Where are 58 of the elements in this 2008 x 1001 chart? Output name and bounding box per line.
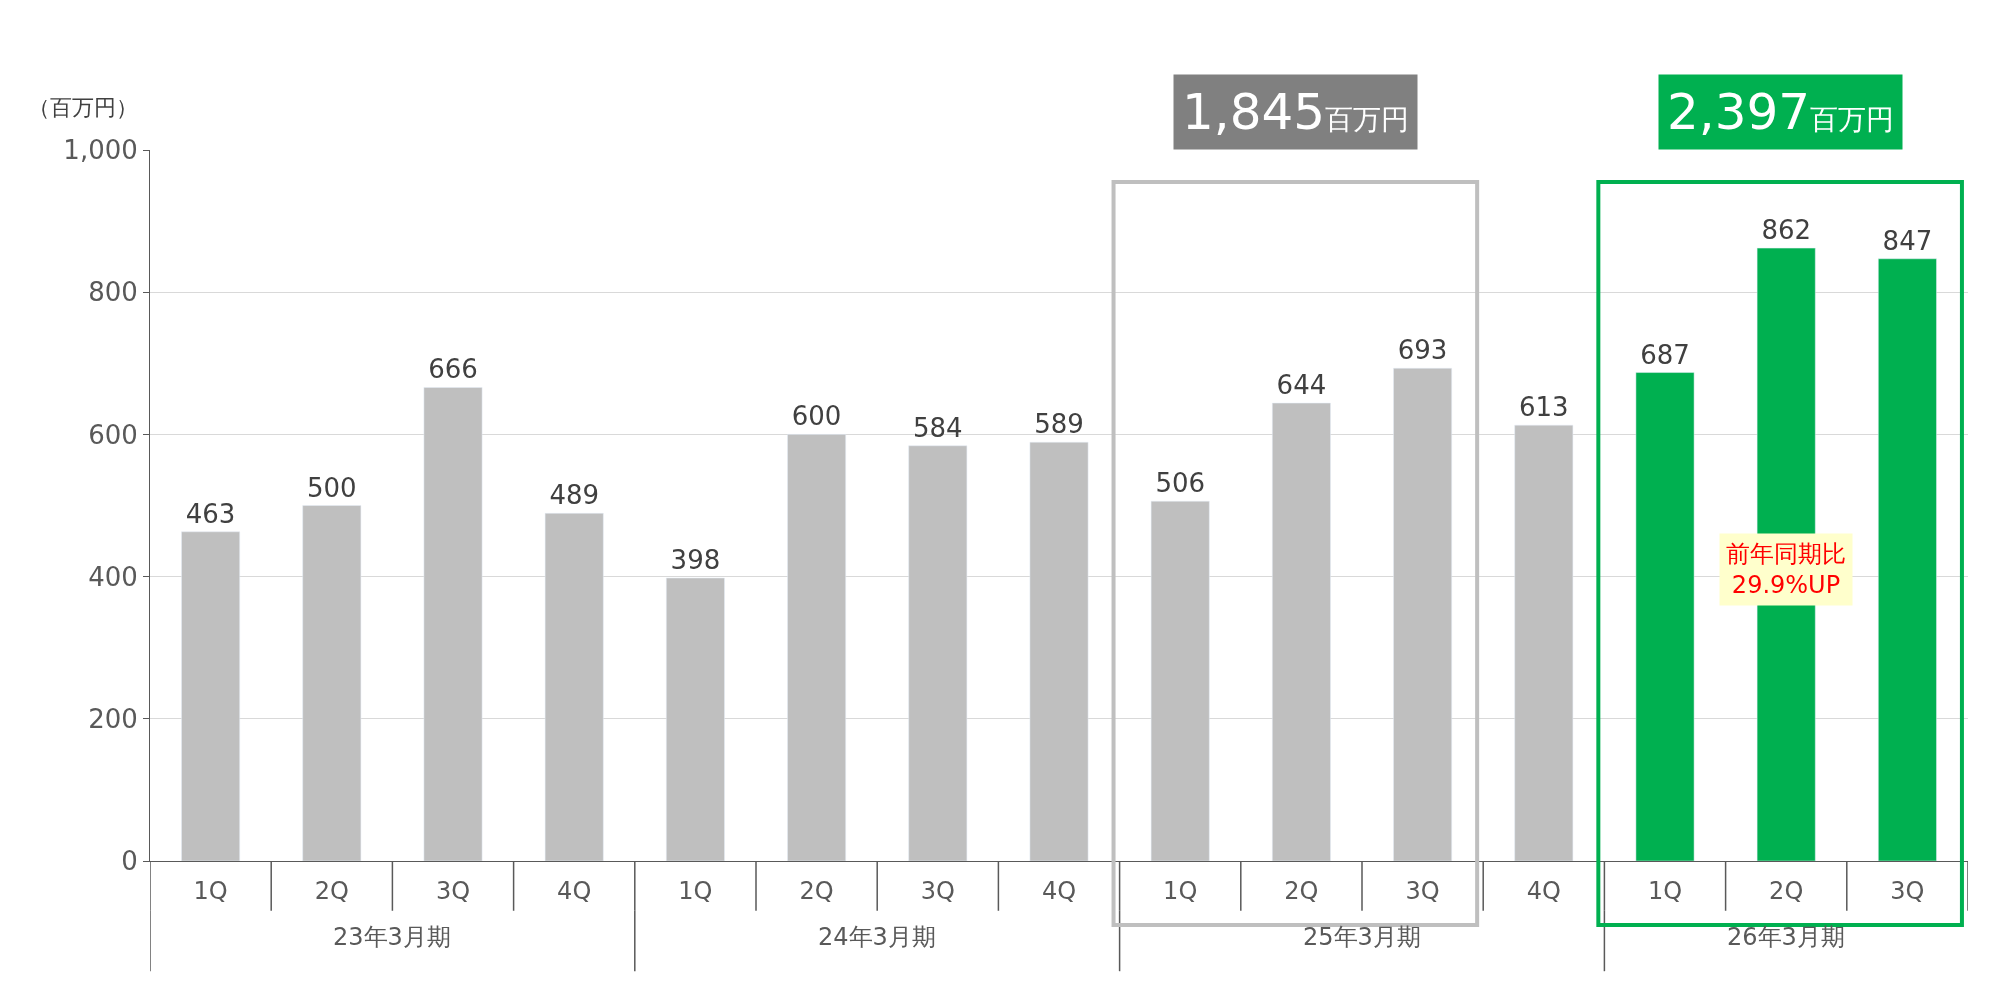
text: 26年3月期: [1727, 923, 1845, 951]
data-label: 644: [1276, 370, 1327, 401]
x-tick-label: 1Q: [678, 876, 713, 905]
x-tick-label: 2Q: [1284, 876, 1319, 905]
bar: [666, 577, 725, 861]
y-tick-label: 1,000: [63, 135, 138, 166]
x-tick-label: 3Q: [1890, 876, 1925, 905]
x-tick-label: 2Q: [314, 876, 349, 905]
data-label: 687: [1640, 339, 1690, 370]
data-label: 398: [670, 545, 721, 576]
y-axis-title: （百万円）: [28, 95, 138, 120]
data-label: 666: [428, 354, 478, 385]
bar: [1150, 500, 1210, 861]
y-tick-label: 0: [121, 846, 138, 877]
text: 2,397百万円: [1667, 83, 1895, 141]
data-label: 463: [185, 498, 236, 529]
text: 24年3月期: [818, 923, 936, 951]
x-tick-label: 3Q: [920, 876, 955, 905]
x-tick-label: 4Q: [1526, 876, 1561, 905]
bar: [1393, 368, 1452, 861]
x-tick-label: 4Q: [1041, 876, 1077, 905]
bar: [787, 434, 846, 861]
text: 25年3月期: [1303, 923, 1421, 951]
data-label: 489: [549, 480, 600, 511]
text: 23年3月期: [333, 923, 451, 951]
x-tick-label: 3Q: [435, 876, 471, 905]
annotation: 前年同期比 29.9%UP: [1726, 540, 1846, 600]
bar: [544, 513, 604, 861]
bar: [181, 531, 240, 861]
y-tick-label: 800: [88, 277, 138, 308]
x-tick-label: 2Q: [1769, 876, 1804, 905]
text: 1,845百万円: [1182, 83, 1410, 141]
bar: [1514, 424, 1574, 861]
y-tick-label: 200: [88, 703, 138, 734]
data-label: 600: [791, 401, 842, 432]
data-label: 693: [1397, 335, 1448, 366]
bar: [423, 387, 483, 861]
y-tick-label: 400: [88, 561, 138, 592]
bar: [1878, 258, 1937, 861]
x-tick-label: 1Q: [1163, 876, 1198, 905]
y-tick-label: 600: [88, 419, 138, 450]
x-tick-label: 4Q: [557, 876, 592, 905]
x-tick-label: 1Q: [193, 876, 228, 905]
data-label: 613: [1518, 392, 1569, 423]
data-label: 589: [1034, 409, 1084, 440]
data-label: 500: [306, 472, 357, 503]
x-tick-label: 3Q: [1405, 876, 1440, 905]
bar: [908, 445, 968, 861]
data-label: 584: [912, 412, 963, 443]
x-tick-label: 1Q: [1647, 876, 1683, 905]
data-label: 506: [1155, 468, 1206, 499]
bar: [1272, 402, 1331, 861]
bar: [1029, 441, 1089, 861]
bar: [302, 505, 362, 861]
bar: [1635, 372, 1695, 861]
x-tick-label: 2Q: [799, 876, 834, 905]
data-label: 847: [1882, 225, 1933, 256]
data-label: 862: [1761, 215, 1812, 246]
